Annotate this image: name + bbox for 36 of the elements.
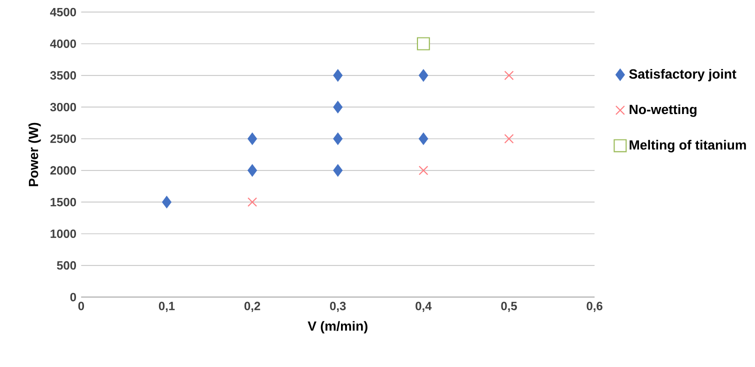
point (333, 132, 343, 146)
point (248, 197, 258, 207)
y-tick-label: 2500 (50, 134, 76, 144)
x-tick-label: 0,5 (501, 302, 517, 312)
point (333, 100, 343, 114)
legend-label: Satisfactory joint (629, 68, 736, 82)
legend-label: No-wetting (630, 104, 696, 117)
point (248, 164, 258, 177)
y-tick-label: 4000 (50, 40, 76, 48)
point (418, 132, 428, 146)
x-tick-label: 0,4 (416, 302, 432, 312)
y-tick-label: 3500 (50, 71, 76, 80)
x-tick-label: 0,1 (158, 302, 175, 312)
x-tick-label: 0,2 (244, 302, 260, 312)
point (333, 164, 343, 177)
x-axis-title: V (m/min) (308, 321, 368, 334)
point (248, 132, 258, 146)
y-tick-label: 3000 (50, 102, 76, 112)
point (418, 166, 428, 176)
x-tick-label: 0 (78, 302, 84, 310)
y-tick-label: 500 (56, 261, 76, 270)
point (162, 196, 172, 208)
point (504, 70, 514, 80)
legend-label: Melting of titanium (630, 140, 746, 152)
x-tick-label: 0,3 (330, 302, 346, 312)
y-tick-label: 1000 (50, 230, 76, 238)
point (333, 69, 343, 82)
point (416, 37, 430, 50)
y-tick-label: 2000 (50, 166, 76, 175)
point (418, 69, 428, 82)
y-tick-label: 1500 (50, 198, 76, 206)
y-tick-label: 0 (70, 292, 76, 302)
y-axis-title: Power (W) (28, 122, 41, 186)
x-tick-label: 0,6 (586, 302, 602, 312)
point (504, 134, 514, 144)
y-tick-label: 4500 (50, 8, 76, 16)
